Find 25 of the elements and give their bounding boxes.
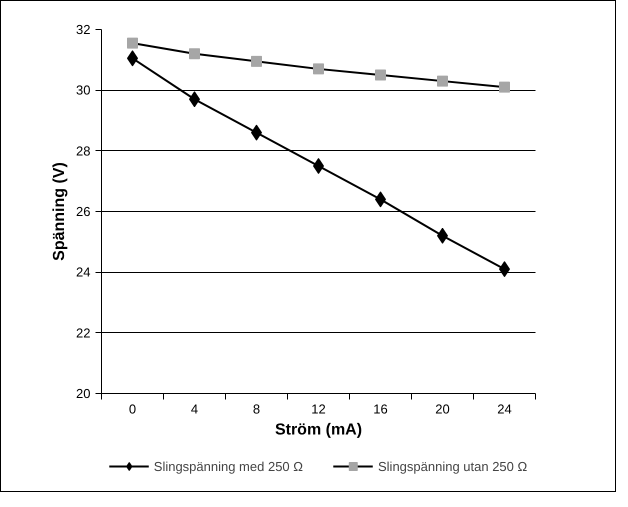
x-tick-label: 4 <box>190 402 198 416</box>
point <box>313 63 324 74</box>
legend-label: Slingspänning med 250 Ω <box>154 458 303 474</box>
y-tick-label: 32 <box>76 22 91 37</box>
y-tick-label: 20 <box>76 386 91 401</box>
x-tick-label: 24 <box>497 402 512 416</box>
y-tick-label: 30 <box>76 82 91 98</box>
y-tick-label: 28 <box>76 143 91 158</box>
point <box>189 48 200 60</box>
point <box>127 38 138 49</box>
x-tick-label: 20 <box>435 402 450 416</box>
y-tick-label: 22 <box>76 325 91 340</box>
y-tick-label: 26 <box>76 204 91 219</box>
y-tick-label: 24 <box>76 264 91 280</box>
y-axis-title: Spänning (V) <box>51 162 68 261</box>
x-tick-label: 16 <box>373 402 388 416</box>
x-axis-title: Ström (mA) <box>274 422 362 438</box>
point <box>251 56 262 67</box>
legend-label: Slingspänning utan 250 Ω <box>378 458 528 474</box>
x-tick-label: 8 <box>252 402 260 416</box>
x-tick-label: 0 <box>128 402 136 416</box>
x-tick-label: 12 <box>311 402 326 416</box>
point <box>375 70 386 80</box>
point <box>437 76 448 87</box>
point <box>499 82 510 93</box>
